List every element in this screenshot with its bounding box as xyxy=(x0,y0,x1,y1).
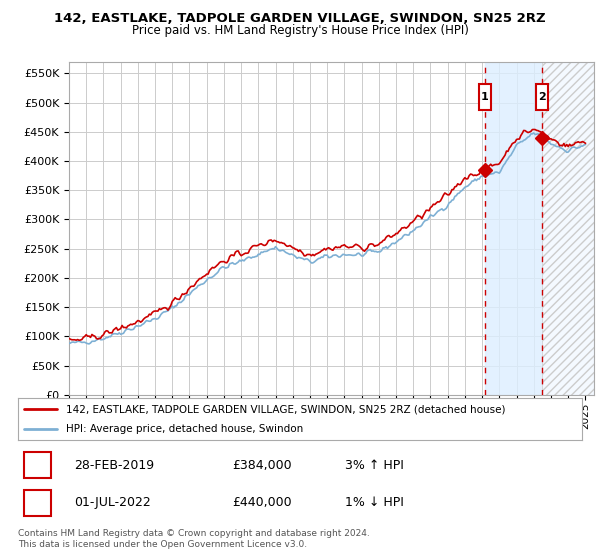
Text: Contains HM Land Registry data © Crown copyright and database right 2024.: Contains HM Land Registry data © Crown c… xyxy=(18,529,370,538)
Text: 2: 2 xyxy=(538,92,546,102)
Text: £384,000: £384,000 xyxy=(232,459,292,472)
Text: £440,000: £440,000 xyxy=(232,496,292,510)
Text: This data is licensed under the Open Government Licence v3.0.: This data is licensed under the Open Gov… xyxy=(18,540,307,549)
FancyBboxPatch shape xyxy=(23,452,51,478)
Text: Price paid vs. HM Land Registry's House Price Index (HPI): Price paid vs. HM Land Registry's House … xyxy=(131,24,469,37)
Text: 3% ↑ HPI: 3% ↑ HPI xyxy=(345,459,404,472)
FancyBboxPatch shape xyxy=(479,84,491,110)
Text: HPI: Average price, detached house, Swindon: HPI: Average price, detached house, Swin… xyxy=(66,424,303,434)
FancyBboxPatch shape xyxy=(536,84,548,110)
Text: 1: 1 xyxy=(33,459,41,472)
Text: 01-JUL-2022: 01-JUL-2022 xyxy=(74,496,151,510)
Text: 2: 2 xyxy=(33,496,41,510)
Text: 1: 1 xyxy=(481,92,489,102)
Bar xyxy=(485,62,542,395)
Text: 1% ↓ HPI: 1% ↓ HPI xyxy=(345,496,404,510)
Text: 28-FEB-2019: 28-FEB-2019 xyxy=(74,459,155,472)
Bar xyxy=(542,62,594,395)
Bar xyxy=(542,62,594,395)
Text: 142, EASTLAKE, TADPOLE GARDEN VILLAGE, SWINDON, SN25 2RZ: 142, EASTLAKE, TADPOLE GARDEN VILLAGE, S… xyxy=(54,12,546,25)
Bar xyxy=(542,62,594,395)
Text: 142, EASTLAKE, TADPOLE GARDEN VILLAGE, SWINDON, SN25 2RZ (detached house): 142, EASTLAKE, TADPOLE GARDEN VILLAGE, S… xyxy=(66,404,505,414)
FancyBboxPatch shape xyxy=(23,490,51,516)
